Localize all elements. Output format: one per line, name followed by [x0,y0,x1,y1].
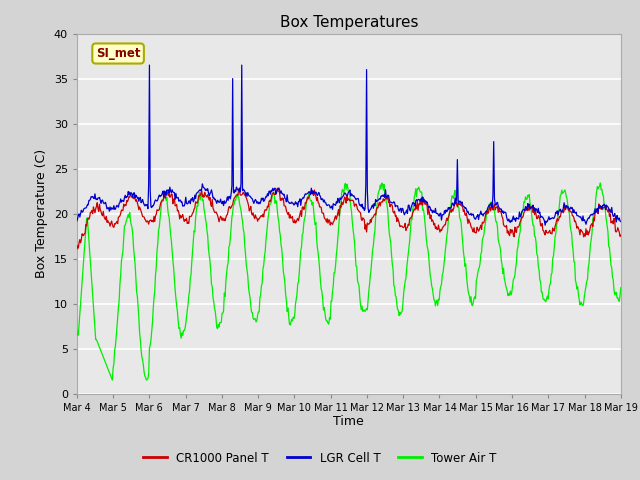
X-axis label: Time: Time [333,415,364,429]
Legend: CR1000 Panel T, LGR Cell T, Tower Air T: CR1000 Panel T, LGR Cell T, Tower Air T [139,447,501,469]
Text: SI_met: SI_met [96,47,140,60]
Title: Box Temperatures: Box Temperatures [280,15,418,30]
Y-axis label: Box Temperature (C): Box Temperature (C) [35,149,48,278]
